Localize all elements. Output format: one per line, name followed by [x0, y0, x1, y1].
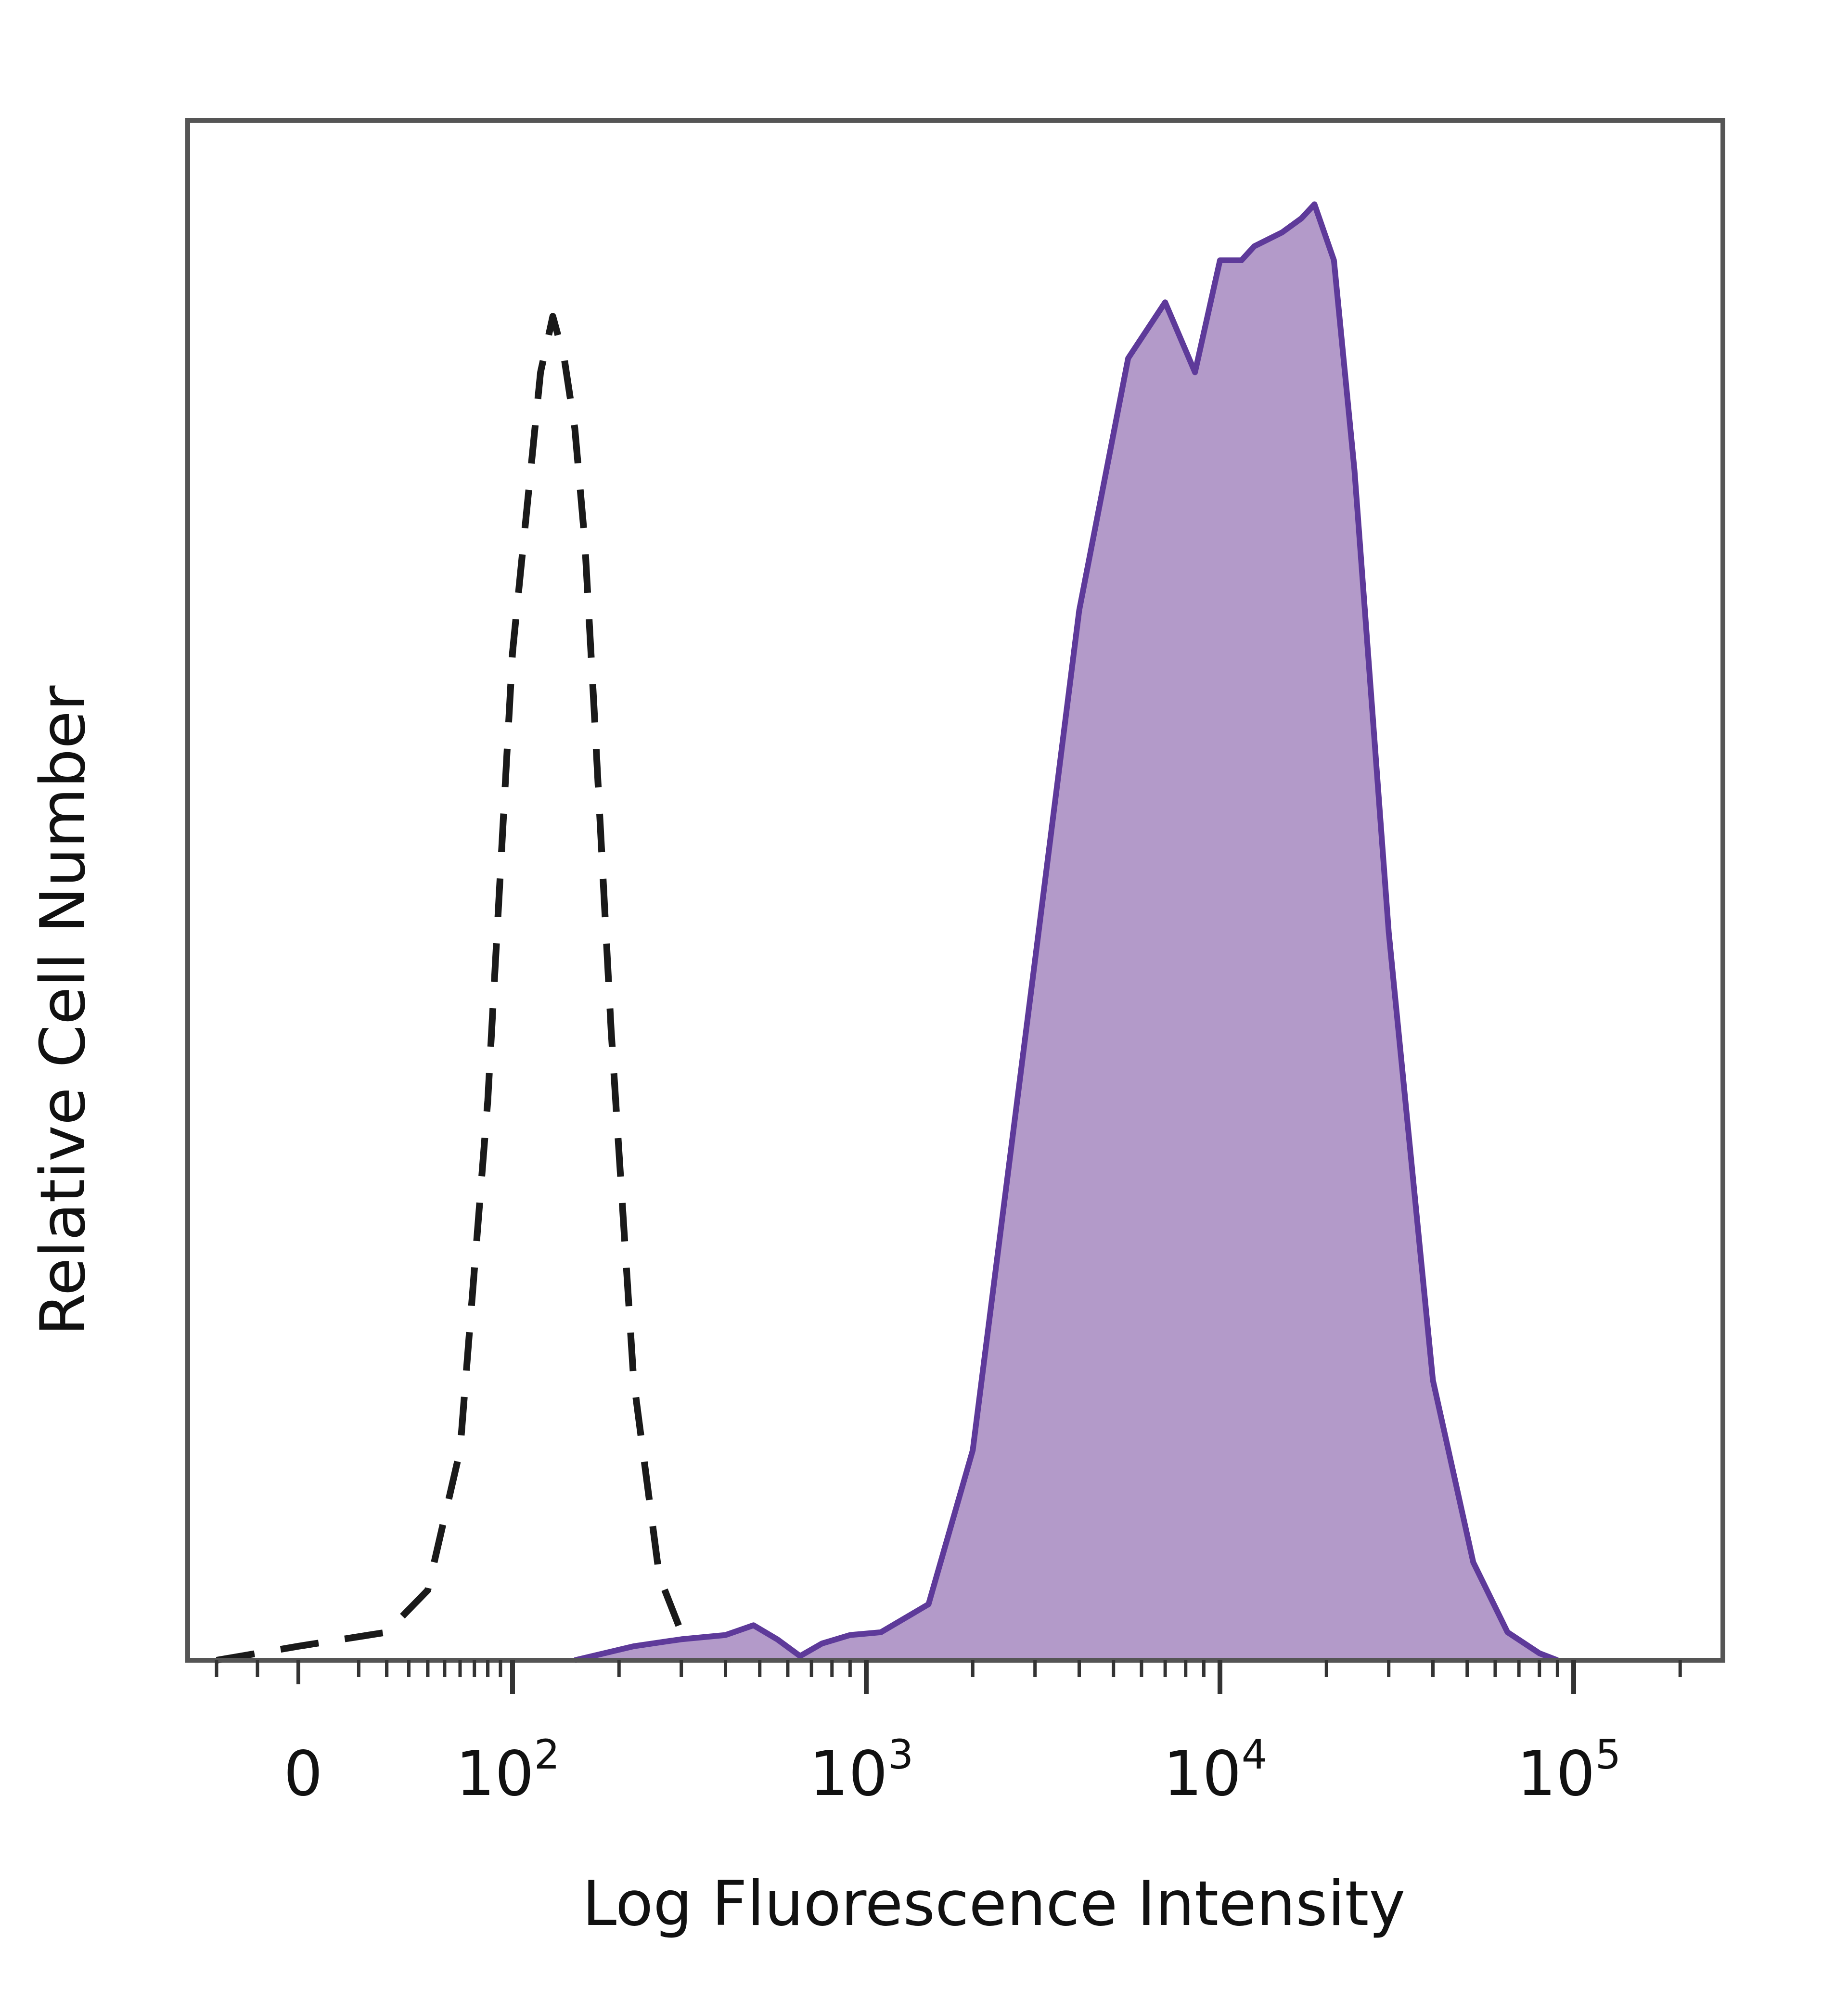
series-1-line: [574, 201, 1559, 1663]
x-tick-label: 103: [809, 1731, 913, 1810]
series-layer: [216, 201, 1559, 1664]
series-0-line: [216, 313, 734, 1664]
plot-frame: [185, 118, 1725, 1663]
x-tick-label: 102: [456, 1731, 560, 1810]
x-tick-label: 105: [1517, 1731, 1621, 1810]
x-tick-label: 104: [1163, 1731, 1267, 1810]
y-axis-label: Relative Cell Number: [27, 685, 99, 1335]
x-axis-label: Log Fluorescence Intensity: [582, 1868, 1405, 1940]
x-axis-ticks: [215, 1660, 1682, 1694]
x-tick-label: 0: [283, 1738, 322, 1810]
series-1-area: [575, 204, 1558, 1660]
x-axis-tick-labels: 0 102 103 104 105: [283, 1731, 1621, 1810]
